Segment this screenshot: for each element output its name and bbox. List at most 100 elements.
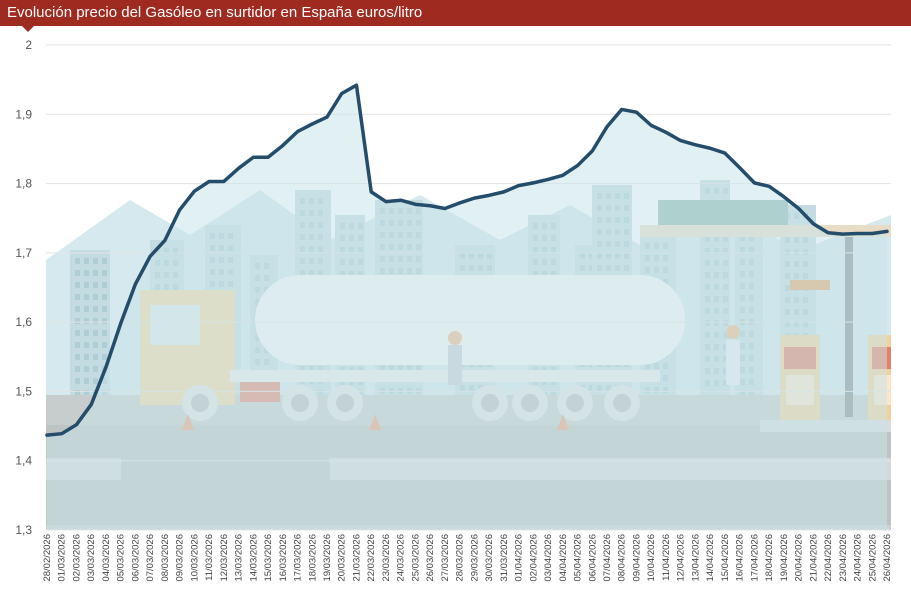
data-point	[104, 365, 108, 369]
building-window	[75, 318, 80, 324]
y-tick-label: 1,4	[15, 454, 32, 468]
x-tick-label: 22/04/2026	[823, 534, 834, 582]
x-tick-label: 02/03/2026	[71, 534, 82, 582]
data-point	[812, 222, 815, 225]
x-tick-label: 05/04/2026	[573, 534, 584, 582]
data-point	[532, 181, 535, 185]
x-tick-label: 30/03/2026	[484, 534, 495, 582]
building-window	[93, 354, 98, 360]
data-point	[561, 174, 564, 177]
building-window	[93, 342, 98, 348]
data-point	[458, 201, 461, 205]
x-tick-label: 11/03/2026	[204, 534, 215, 581]
data-point	[237, 167, 240, 170]
building-window	[102, 354, 107, 360]
x-tick-label: 18/04/2026	[764, 534, 775, 582]
data-point	[487, 194, 491, 197]
data-point	[650, 124, 653, 127]
building-window	[93, 270, 98, 276]
x-tick-label: 08/03/2026	[160, 534, 171, 582]
x-tick-label: 16/03/2026	[278, 534, 289, 582]
x-tick-label: 08/04/2026	[617, 534, 628, 582]
y-tick-label: 1,3	[15, 523, 32, 537]
data-point	[119, 322, 122, 325]
data-point	[222, 180, 226, 183]
building-window	[84, 258, 89, 264]
y-tick-label: 1,8	[15, 177, 32, 191]
x-tick-label: 16/04/2026	[735, 534, 746, 582]
building-window	[93, 318, 98, 324]
building-window	[75, 378, 80, 384]
x-tick-label: 21/04/2026	[808, 534, 819, 582]
data-point	[399, 199, 402, 202]
data-point	[826, 231, 830, 234]
data-point	[679, 139, 682, 142]
building-window	[93, 378, 98, 384]
data-point	[591, 149, 594, 153]
data-point	[90, 403, 93, 406]
data-points	[45, 83, 889, 437]
building-window	[84, 354, 89, 360]
chart-title: Evolución precio del Gasóleo en surtidor…	[7, 4, 423, 21]
data-point	[296, 130, 299, 133]
x-tick-label: 24/04/2026	[853, 534, 864, 582]
x-tick-label: 04/04/2026	[558, 534, 569, 582]
building-window	[93, 366, 98, 372]
data-point	[723, 151, 727, 155]
data-point	[605, 125, 609, 128]
data-point	[252, 156, 255, 159]
y-tick-label: 1,5	[15, 384, 32, 398]
building-window	[93, 294, 98, 300]
building-window	[84, 366, 89, 372]
x-tick-label: 26/03/2026	[425, 534, 436, 582]
x-tick-label: 04/03/2026	[101, 534, 112, 582]
building-window	[102, 306, 107, 312]
x-tick-label: 10/03/2026	[189, 534, 200, 582]
x-tick-label: 15/04/2026	[720, 534, 731, 582]
building-window	[75, 342, 80, 348]
x-tick-label: 03/03/2026	[86, 534, 97, 582]
building-window	[102, 270, 107, 276]
y-tick-label: 1,7	[15, 246, 32, 260]
x-tick-label: 31/03/2026	[499, 534, 510, 582]
data-point	[635, 111, 638, 114]
data-point	[178, 208, 181, 212]
x-tick-label: 10/04/2026	[646, 534, 657, 582]
building-window	[93, 306, 98, 312]
building-window	[84, 318, 89, 324]
x-tick-label: 19/04/2026	[779, 534, 790, 582]
data-point	[502, 190, 506, 194]
data-point	[473, 196, 476, 200]
building-window	[84, 390, 89, 396]
x-tick-label: 09/04/2026	[631, 534, 642, 582]
x-tick-label: 21/03/2026	[351, 534, 362, 582]
title-bar: Evolución precio del Gasóleo en surtidor…	[0, 0, 911, 26]
x-tick-label: 17/04/2026	[749, 534, 760, 582]
x-tick-label: 07/04/2026	[602, 534, 613, 582]
x-tick-label: 11/04/2026	[661, 534, 672, 581]
x-tick-label: 17/03/2026	[293, 534, 304, 582]
data-point	[753, 181, 756, 185]
data-point	[207, 180, 211, 183]
building-window	[75, 294, 80, 300]
data-point	[620, 108, 623, 111]
data-point	[325, 115, 329, 119]
building-window	[75, 354, 80, 360]
x-tick-label: 29/03/2026	[469, 534, 480, 582]
data-point	[797, 207, 800, 210]
data-point	[856, 232, 859, 235]
building-window	[75, 366, 80, 372]
data-point	[193, 189, 196, 193]
x-tick-label: 28/03/2026	[455, 534, 466, 582]
x-tick-label: 07/03/2026	[145, 534, 156, 582]
building-window	[102, 258, 107, 264]
data-point	[60, 432, 63, 435]
y-tick-label: 1,9	[15, 107, 32, 121]
building-window	[84, 306, 89, 312]
data-point	[355, 83, 358, 87]
data-point	[576, 164, 579, 167]
building-window	[75, 306, 80, 312]
building-window	[84, 342, 89, 348]
x-tick-label: 14/04/2026	[705, 534, 716, 582]
